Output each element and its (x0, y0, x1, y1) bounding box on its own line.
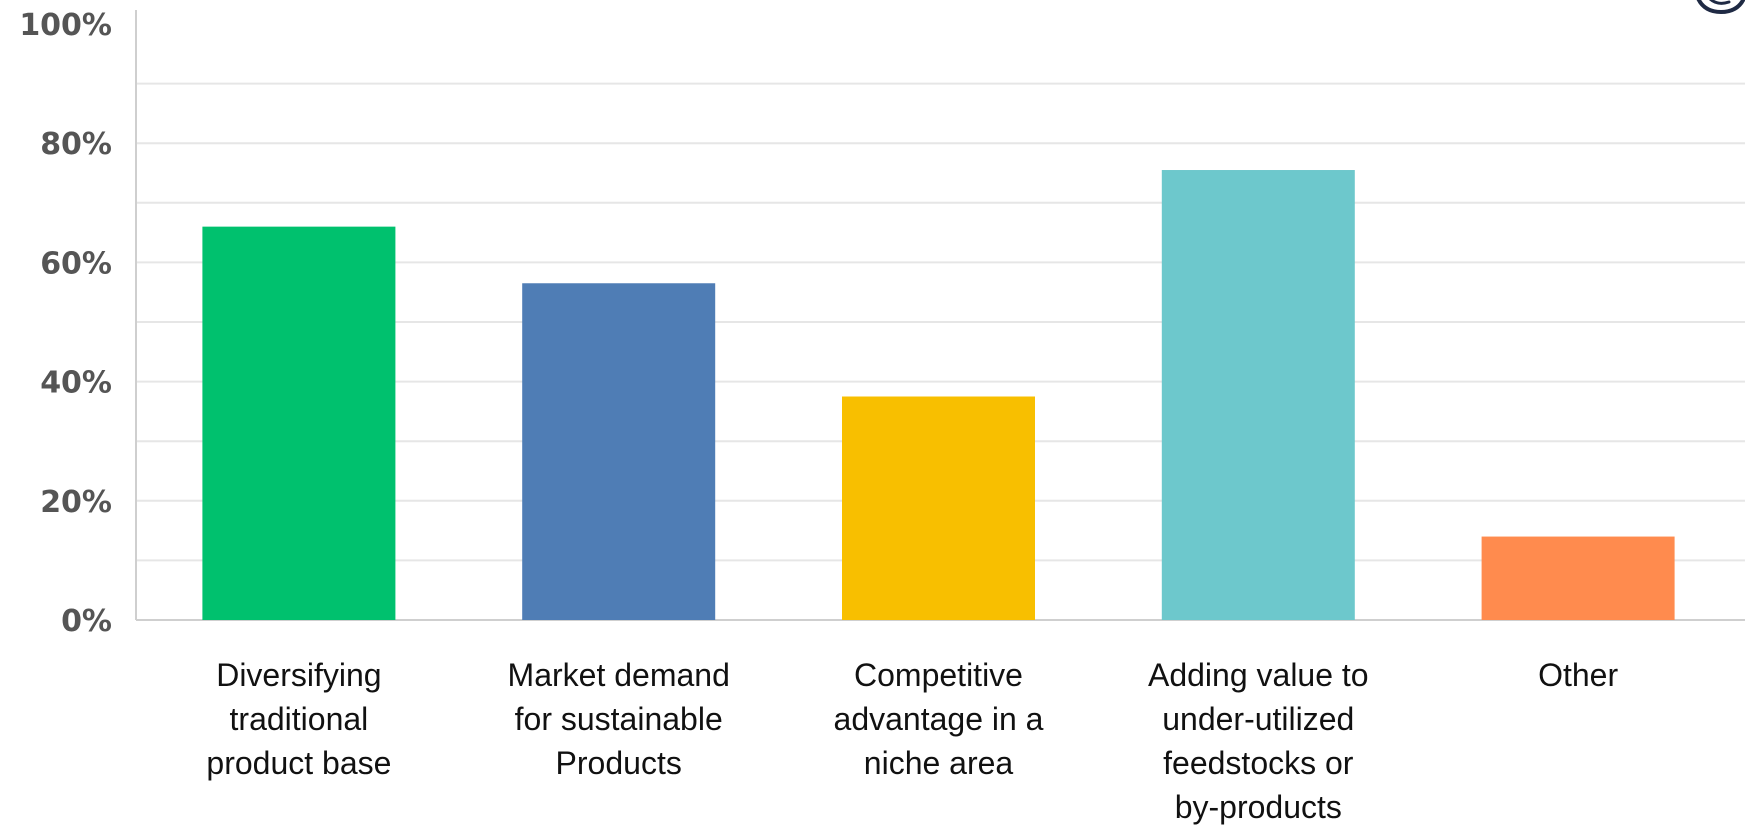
x-category-label: Diversifying traditional product base (206, 657, 391, 781)
bar (842, 396, 1035, 620)
x-category-label: Market demand for sustainable Products (508, 657, 730, 781)
y-tick-label: 100% (19, 8, 112, 43)
y-tick-label: 40% (40, 366, 112, 401)
bar (522, 283, 716, 620)
shield-logo-icon (1695, 0, 1745, 22)
x-category-label: Adding value to under-utilized feedstocks … (1148, 657, 1369, 825)
y-tick-label: 20% (40, 485, 112, 520)
bar (1161, 170, 1355, 620)
bars (202, 170, 1675, 620)
y-tick-label: 0% (61, 604, 112, 639)
bar (202, 226, 396, 620)
gridlines (136, 82, 1745, 562)
y-tick-label: 60% (40, 246, 112, 281)
x-axis-labels: Diversifying traditional product base Marke… (206, 657, 1618, 825)
x-category-label: Competitive advantage in a niche area (834, 657, 1044, 781)
y-tick-label: 80% (40, 127, 112, 162)
bar (1481, 536, 1675, 620)
x-category-label: Other (1538, 657, 1618, 693)
y-axis-ticks: 0% 20% 40% 60% 80% 100% (19, 8, 112, 639)
